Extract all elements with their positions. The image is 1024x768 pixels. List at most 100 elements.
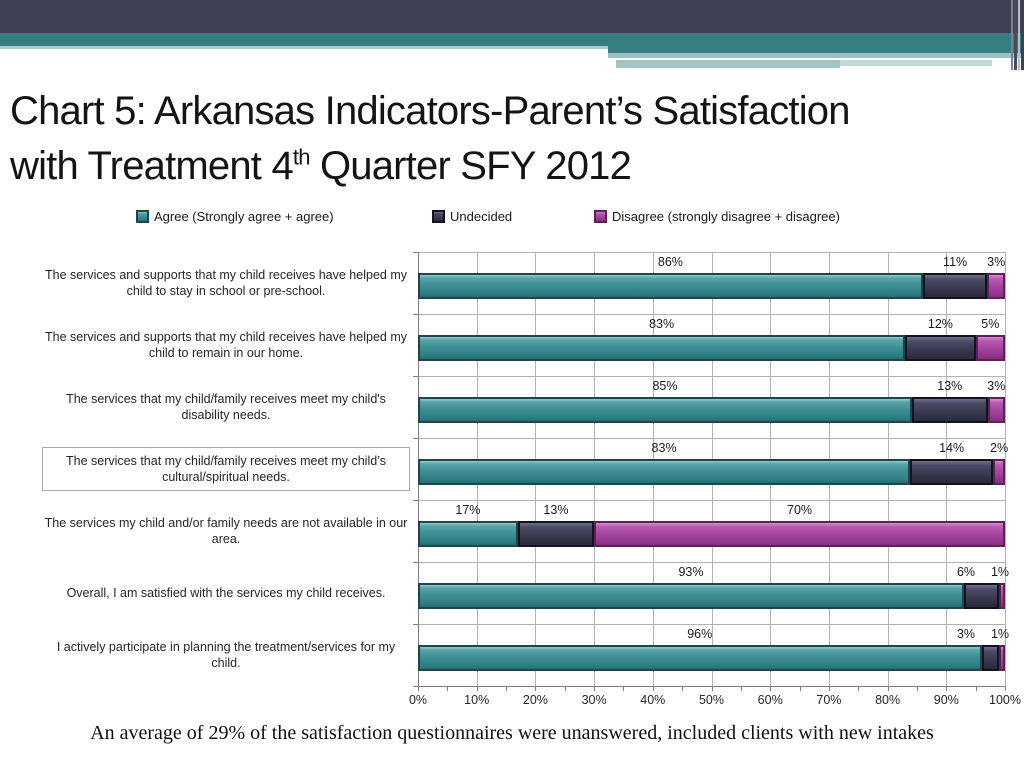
x-axis-tick: [535, 686, 537, 691]
x-axis-tick: [682, 686, 684, 691]
data-label: 3%: [956, 627, 976, 641]
x-axis-tick-label: 50%: [698, 693, 725, 707]
y-axis-tick: [413, 624, 418, 625]
agree-segment: [418, 335, 906, 361]
top-banner-teal: [0, 33, 1024, 46]
x-axis-tick: [418, 686, 419, 691]
data-label: 93%: [678, 565, 704, 579]
data-label: 13%: [937, 379, 963, 393]
title-line-2: with Treatment 4th Quarter SFY 2012: [10, 144, 632, 188]
category-label: The services and supports that my child …: [42, 252, 410, 314]
data-label: 83%: [649, 317, 675, 331]
y-axis-tick: [413, 686, 418, 687]
data-label: 86%: [657, 255, 683, 269]
x-axis-tick-label: 80%: [875, 693, 901, 707]
data-label: 83%: [651, 441, 677, 455]
data-label: 17%: [455, 503, 481, 517]
x-axis-tick-label: 90%: [933, 693, 959, 707]
category-label: The services that my child/family receiv…: [42, 376, 410, 438]
x-axis-tick: [858, 686, 860, 691]
y-axis-tick: [413, 438, 418, 439]
legend-label: Agree (Strongly agree + agree): [154, 208, 334, 224]
corner-stripe: [1018, 0, 1020, 70]
x-axis-tick-label: 100%: [989, 693, 1021, 707]
x-axis-tick: [652, 686, 654, 691]
category-label-text: I actively participate in planning the t…: [56, 640, 396, 670]
x-axis-tick-label: 30%: [581, 693, 607, 707]
disagree-segment: [594, 521, 1005, 547]
x-axis-tick: [506, 686, 508, 691]
category-label: The services and supports that my child …: [42, 314, 410, 376]
bar-row: [418, 583, 1005, 609]
top-banner-navy: [0, 0, 1024, 33]
undecided-segment: [905, 335, 976, 361]
legend-item-agree: Agree (Strongly agree + agree): [136, 208, 334, 224]
agree-segment: [418, 397, 912, 423]
gridline-vertical: [1005, 252, 1006, 686]
category-label: The services my child and/or family need…: [42, 500, 410, 562]
category-label: Overall, I am satisfied with the service…: [42, 562, 410, 624]
x-axis-tick: [1005, 686, 1006, 691]
x-axis-tick: [799, 686, 801, 691]
category-label: I actively participate in planning the t…: [42, 624, 410, 686]
y-axis-tick: [413, 376, 418, 377]
corner-stripe: [1021, 0, 1024, 70]
data-label: 1%: [990, 627, 1010, 641]
data-label: 14%: [939, 441, 965, 455]
x-axis-tick: [887, 686, 889, 691]
disagree-segment: [987, 273, 1005, 299]
data-label: 5%: [981, 317, 1000, 331]
category-label-text: The services and supports that my child …: [45, 330, 407, 360]
agree-segment: [418, 521, 518, 547]
banner-right-teal: [608, 46, 1024, 53]
agree-segment: [418, 583, 964, 609]
x-axis-tick: [564, 686, 566, 691]
data-label: 3%: [987, 379, 1006, 393]
bar-row: [418, 645, 1005, 671]
banner-right-pale-band-2: [616, 60, 840, 68]
agree-segment: [418, 273, 923, 299]
disagree-segment: [999, 583, 1005, 609]
title-superscript: th: [292, 144, 311, 170]
bar-row: [418, 397, 1005, 423]
x-axis-tick: [828, 686, 830, 691]
disagree-legend-swatch-icon: [594, 209, 607, 223]
agree-segment: [418, 459, 911, 485]
corner-stripe: [1011, 0, 1013, 70]
title-line-1: Chart 5: Arkansas Indicators-Parent’s Sa…: [10, 89, 851, 133]
y-axis-tick: [413, 252, 418, 253]
category-label-text: The services my child and/or family need…: [44, 516, 408, 546]
disagree-segment: [993, 459, 1005, 485]
data-label: 85%: [652, 379, 678, 393]
x-axis-tick-label: 60%: [757, 693, 783, 707]
x-axis-tick: [770, 686, 772, 691]
data-label: 1%: [990, 565, 1010, 579]
footnote: An average of 29% of the satisfaction qu…: [90, 722, 934, 744]
bar-row: [418, 521, 1005, 547]
banner-accent-line: [0, 46, 608, 49]
x-axis-tick: [946, 686, 948, 691]
y-axis-tick: [413, 314, 418, 315]
data-label: 13%: [543, 503, 569, 517]
agree-segment: [418, 645, 982, 671]
x-axis-tick-label: 40%: [640, 693, 666, 707]
slide-title: Chart 5: Arkansas Indicators-Parent’s Sa…: [10, 84, 1018, 194]
category-label-text: The services that my child/family receiv…: [42, 447, 410, 491]
banner-right-pale-band-3: [840, 60, 992, 66]
x-axis-tick-label: 20%: [522, 693, 548, 707]
y-axis-tick: [413, 562, 418, 563]
bar-row: [418, 459, 1005, 485]
category-label: The services that my child/family receiv…: [42, 438, 410, 500]
data-label: 12%: [927, 317, 953, 331]
x-axis-tick: [740, 686, 742, 691]
x-axis-tick-label: 70%: [816, 693, 842, 707]
undecided-segment: [517, 521, 595, 547]
data-label: 70%: [787, 503, 813, 517]
legend-label: Disagree (strongly disagree + disagree): [612, 208, 840, 224]
data-label: 11%: [943, 255, 968, 269]
x-axis-tick: [975, 686, 977, 691]
undecided-segment: [912, 397, 988, 423]
agree-legend-swatch-icon: [136, 209, 149, 223]
disagree-segment: [999, 645, 1005, 671]
bar-row: [418, 273, 1005, 299]
